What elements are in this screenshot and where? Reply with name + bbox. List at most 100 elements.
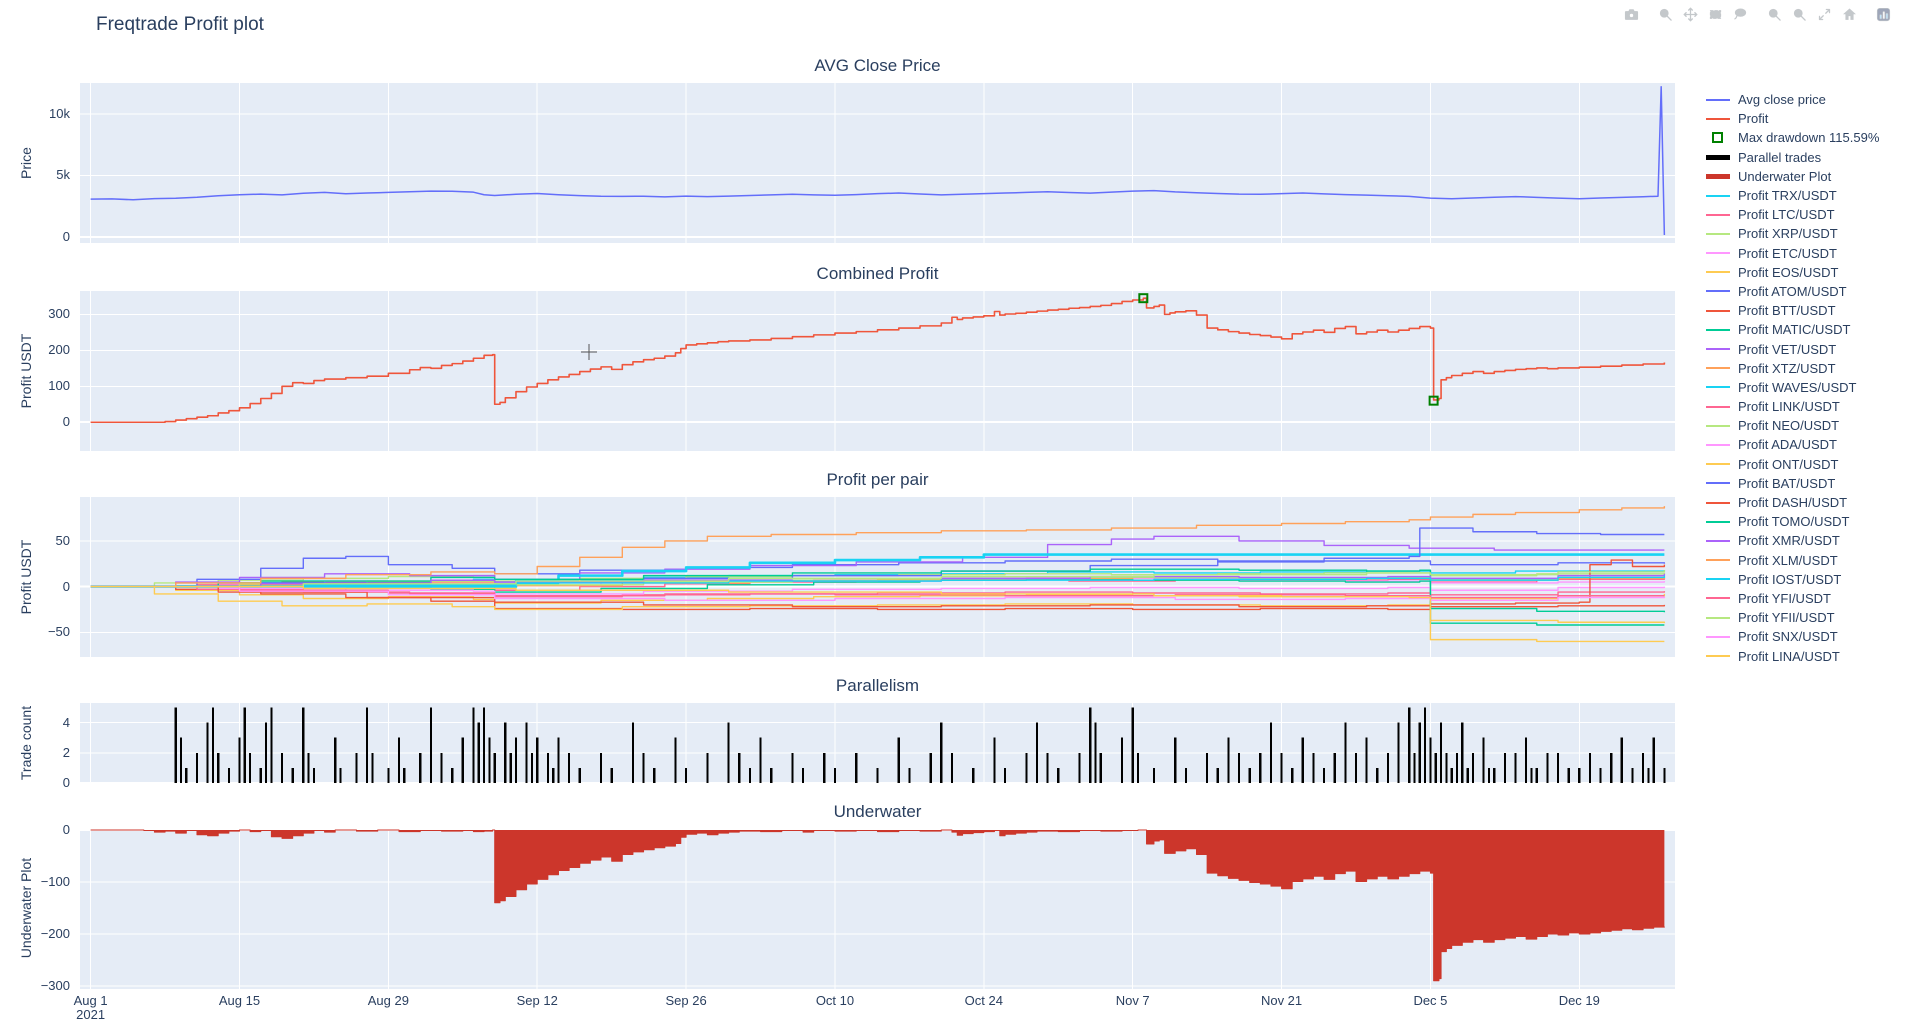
zoom-icon[interactable]	[1653, 3, 1678, 25]
y-tick-label: −100	[40, 873, 70, 889]
legend-item-profit-trx-usdt[interactable]: Profit TRX/USDT	[1706, 186, 1879, 205]
legend-line-swatch-icon	[1706, 597, 1732, 600]
legend-item-profit-vet-usdt[interactable]: Profit VET/USDT	[1706, 339, 1879, 358]
x-tick-year-label: 2021	[76, 1007, 106, 1022]
legend-item-profit-ont-usdt[interactable]: Profit ONT/USDT	[1706, 455, 1879, 474]
legend-item-profit-etc-usdt[interactable]: Profit ETC/USDT	[1706, 244, 1879, 263]
legend-item-profit-neo-usdt[interactable]: Profit NEO/USDT	[1706, 416, 1879, 435]
legend-item-avg-close-price[interactable]: Avg close price	[1706, 90, 1879, 109]
legend-item-profit-tomo-usdt[interactable]: Profit TOMO/USDT	[1706, 512, 1879, 531]
x-tick-label: Sep 12	[516, 993, 558, 1008]
reset-axes-icon[interactable]	[1837, 3, 1862, 25]
legend-line-swatch-icon	[1706, 405, 1732, 408]
camera-icon[interactable]	[1619, 3, 1644, 25]
box-select-icon[interactable]	[1703, 3, 1728, 25]
max-drawdown-marker-icon	[1706, 132, 1732, 144]
y-tick-label: −300	[40, 977, 70, 993]
subplot-profit-per-pair: −50 0 50	[0, 497, 1910, 657]
legend-item-profit-ltc-usdt[interactable]: Profit LTC/USDT	[1706, 205, 1879, 224]
legend-item-underwater-plot[interactable]: Underwater Plot	[1706, 167, 1879, 186]
y-tick-label: 4	[62, 714, 70, 730]
legend-line-swatch-icon	[1706, 655, 1732, 658]
y-tick-label: 300	[48, 306, 70, 322]
legend-item-profit-link-usdt[interactable]: Profit LINK/USDT	[1706, 397, 1879, 416]
legend-item-label: Profit BTT/USDT	[1738, 303, 1836, 319]
legend-item-profit-yfii-usdt[interactable]: Profit YFII/USDT	[1706, 608, 1879, 627]
legend-item-label: Profit LINA/USDT	[1738, 648, 1840, 664]
legend-item-profit-dash-usdt[interactable]: Profit DASH/USDT	[1706, 493, 1879, 512]
plotly-logo-icon[interactable]	[1871, 3, 1896, 25]
legend-item-label: Profit TRX/USDT	[1738, 188, 1837, 204]
subplot-parallelism: 0 2 4	[0, 703, 1910, 790]
legend-item-profit-eos-usdt[interactable]: Profit EOS/USDT	[1706, 263, 1879, 282]
zoom-in-icon[interactable]	[1762, 3, 1787, 25]
y-tick-label: −200	[40, 925, 70, 941]
legend-line-swatch-icon	[1706, 616, 1732, 619]
pan-icon[interactable]	[1678, 3, 1703, 25]
y-tick-label: 0	[62, 414, 70, 430]
legend-line-swatch-icon	[1706, 328, 1732, 331]
legend-line-swatch-icon	[1706, 386, 1732, 389]
legend-item-label: Profit VET/USDT	[1738, 341, 1837, 357]
y-tick-label: 2	[62, 744, 70, 760]
y-tick-label: 0	[62, 822, 70, 838]
legend-item-label: Profit NEO/USDT	[1738, 418, 1840, 434]
zoom-out-icon[interactable]	[1787, 3, 1812, 25]
legend-line-swatch-icon	[1706, 348, 1732, 351]
x-tick-label: Sep 26	[665, 993, 707, 1008]
legend-item-label: Profit ADA/USDT	[1738, 437, 1837, 453]
y-tick-label: 0	[62, 775, 70, 790]
legend-item-profit-iost-usdt[interactable]: Profit IOST/USDT	[1706, 570, 1879, 589]
cursor-crosshair	[581, 344, 597, 360]
legend-item-parallel-trades[interactable]: Parallel trades	[1706, 148, 1879, 167]
subplot-underwater: 0 −100 −200 −300	[0, 823, 1910, 992]
underwater-plot[interactable]	[80, 829, 1675, 989]
legend-item-profit-bat-usdt[interactable]: Profit BAT/USDT	[1706, 474, 1879, 493]
legend-line-swatch-icon	[1706, 367, 1732, 370]
legend-line-swatch-icon	[1706, 443, 1732, 446]
legend-item-label: Profit XTZ/USDT	[1738, 360, 1836, 376]
legend-item-profit-matic-usdt[interactable]: Profit MATIC/USDT	[1706, 320, 1879, 339]
legend-item-profit-atom-usdt[interactable]: Profit ATOM/USDT	[1706, 282, 1879, 301]
y-tick-label: 0	[62, 578, 70, 594]
legend-item-label: Profit DASH/USDT	[1738, 495, 1848, 511]
legend-item-profit-xrp-usdt[interactable]: Profit XRP/USDT	[1706, 224, 1879, 243]
legend-item-label: Profit SNX/USDT	[1738, 629, 1838, 645]
y-tick-label: 10k	[49, 105, 70, 121]
subplot-combined-profit: 0 100 200 300	[0, 291, 1910, 451]
y-tick-label: 100	[48, 378, 70, 394]
legend-line-swatch-icon	[1706, 309, 1732, 312]
legend-item-profit-lina-usdt[interactable]: Profit LINA/USDT	[1706, 646, 1879, 665]
legend-line-swatch-icon	[1706, 559, 1732, 562]
y-tick-label: 5k	[56, 167, 70, 183]
legend-item-profit-xlm-usdt[interactable]: Profit XLM/USDT	[1706, 551, 1879, 570]
subplot-title-parallelism: Parallelism	[835, 676, 920, 695]
lasso-icon[interactable]	[1728, 3, 1753, 25]
legend-item-max-drawdown-115-59[interactable]: Max drawdown 115.59%	[1706, 128, 1879, 147]
legend-item-profit-ada-usdt[interactable]: Profit ADA/USDT	[1706, 435, 1879, 454]
legend-line-swatch-icon	[1706, 194, 1732, 197]
legend-item-label: Profit XLM/USDT	[1738, 552, 1838, 568]
legend-item-profit-snx-usdt[interactable]: Profit SNX/USDT	[1706, 627, 1879, 646]
y-tick-label: −50	[47, 624, 70, 640]
legend-item-profit-btt-usdt[interactable]: Profit BTT/USDT	[1706, 301, 1879, 320]
profit-per-pair-plot[interactable]	[80, 497, 1675, 657]
legend: Avg close price Profit Max drawdown 115.59…	[1706, 90, 1879, 666]
legend-line-swatch-icon	[1706, 424, 1732, 427]
legend-item-profit-xtz-usdt[interactable]: Profit XTZ/USDT	[1706, 359, 1879, 378]
avg-close-price-plot[interactable]	[80, 83, 1675, 243]
combined-profit-plot[interactable]	[80, 291, 1675, 451]
legend-item-label: Profit YFII/USDT	[1738, 610, 1835, 626]
legend-item-label: Profit XMR/USDT	[1738, 533, 1840, 549]
subplot-avg-close-price: 0 5k 10k	[0, 83, 1910, 243]
parallelism-plot[interactable]	[80, 703, 1675, 783]
legend-item-profit[interactable]: Profit	[1706, 109, 1879, 128]
legend-item-profit-yfi-usdt[interactable]: Profit YFI/USDT	[1706, 589, 1879, 608]
legend-item-profit-waves-usdt[interactable]: Profit WAVES/USDT	[1706, 378, 1879, 397]
legend-line-swatch-icon	[1706, 501, 1732, 504]
y-tick-label: 50	[55, 532, 70, 548]
legend-item-label: Profit EOS/USDT	[1738, 264, 1839, 280]
x-tick-label: Nov 7	[1115, 993, 1150, 1008]
autoscale-icon[interactable]	[1812, 3, 1837, 25]
legend-item-profit-xmr-usdt[interactable]: Profit XMR/USDT	[1706, 531, 1879, 550]
